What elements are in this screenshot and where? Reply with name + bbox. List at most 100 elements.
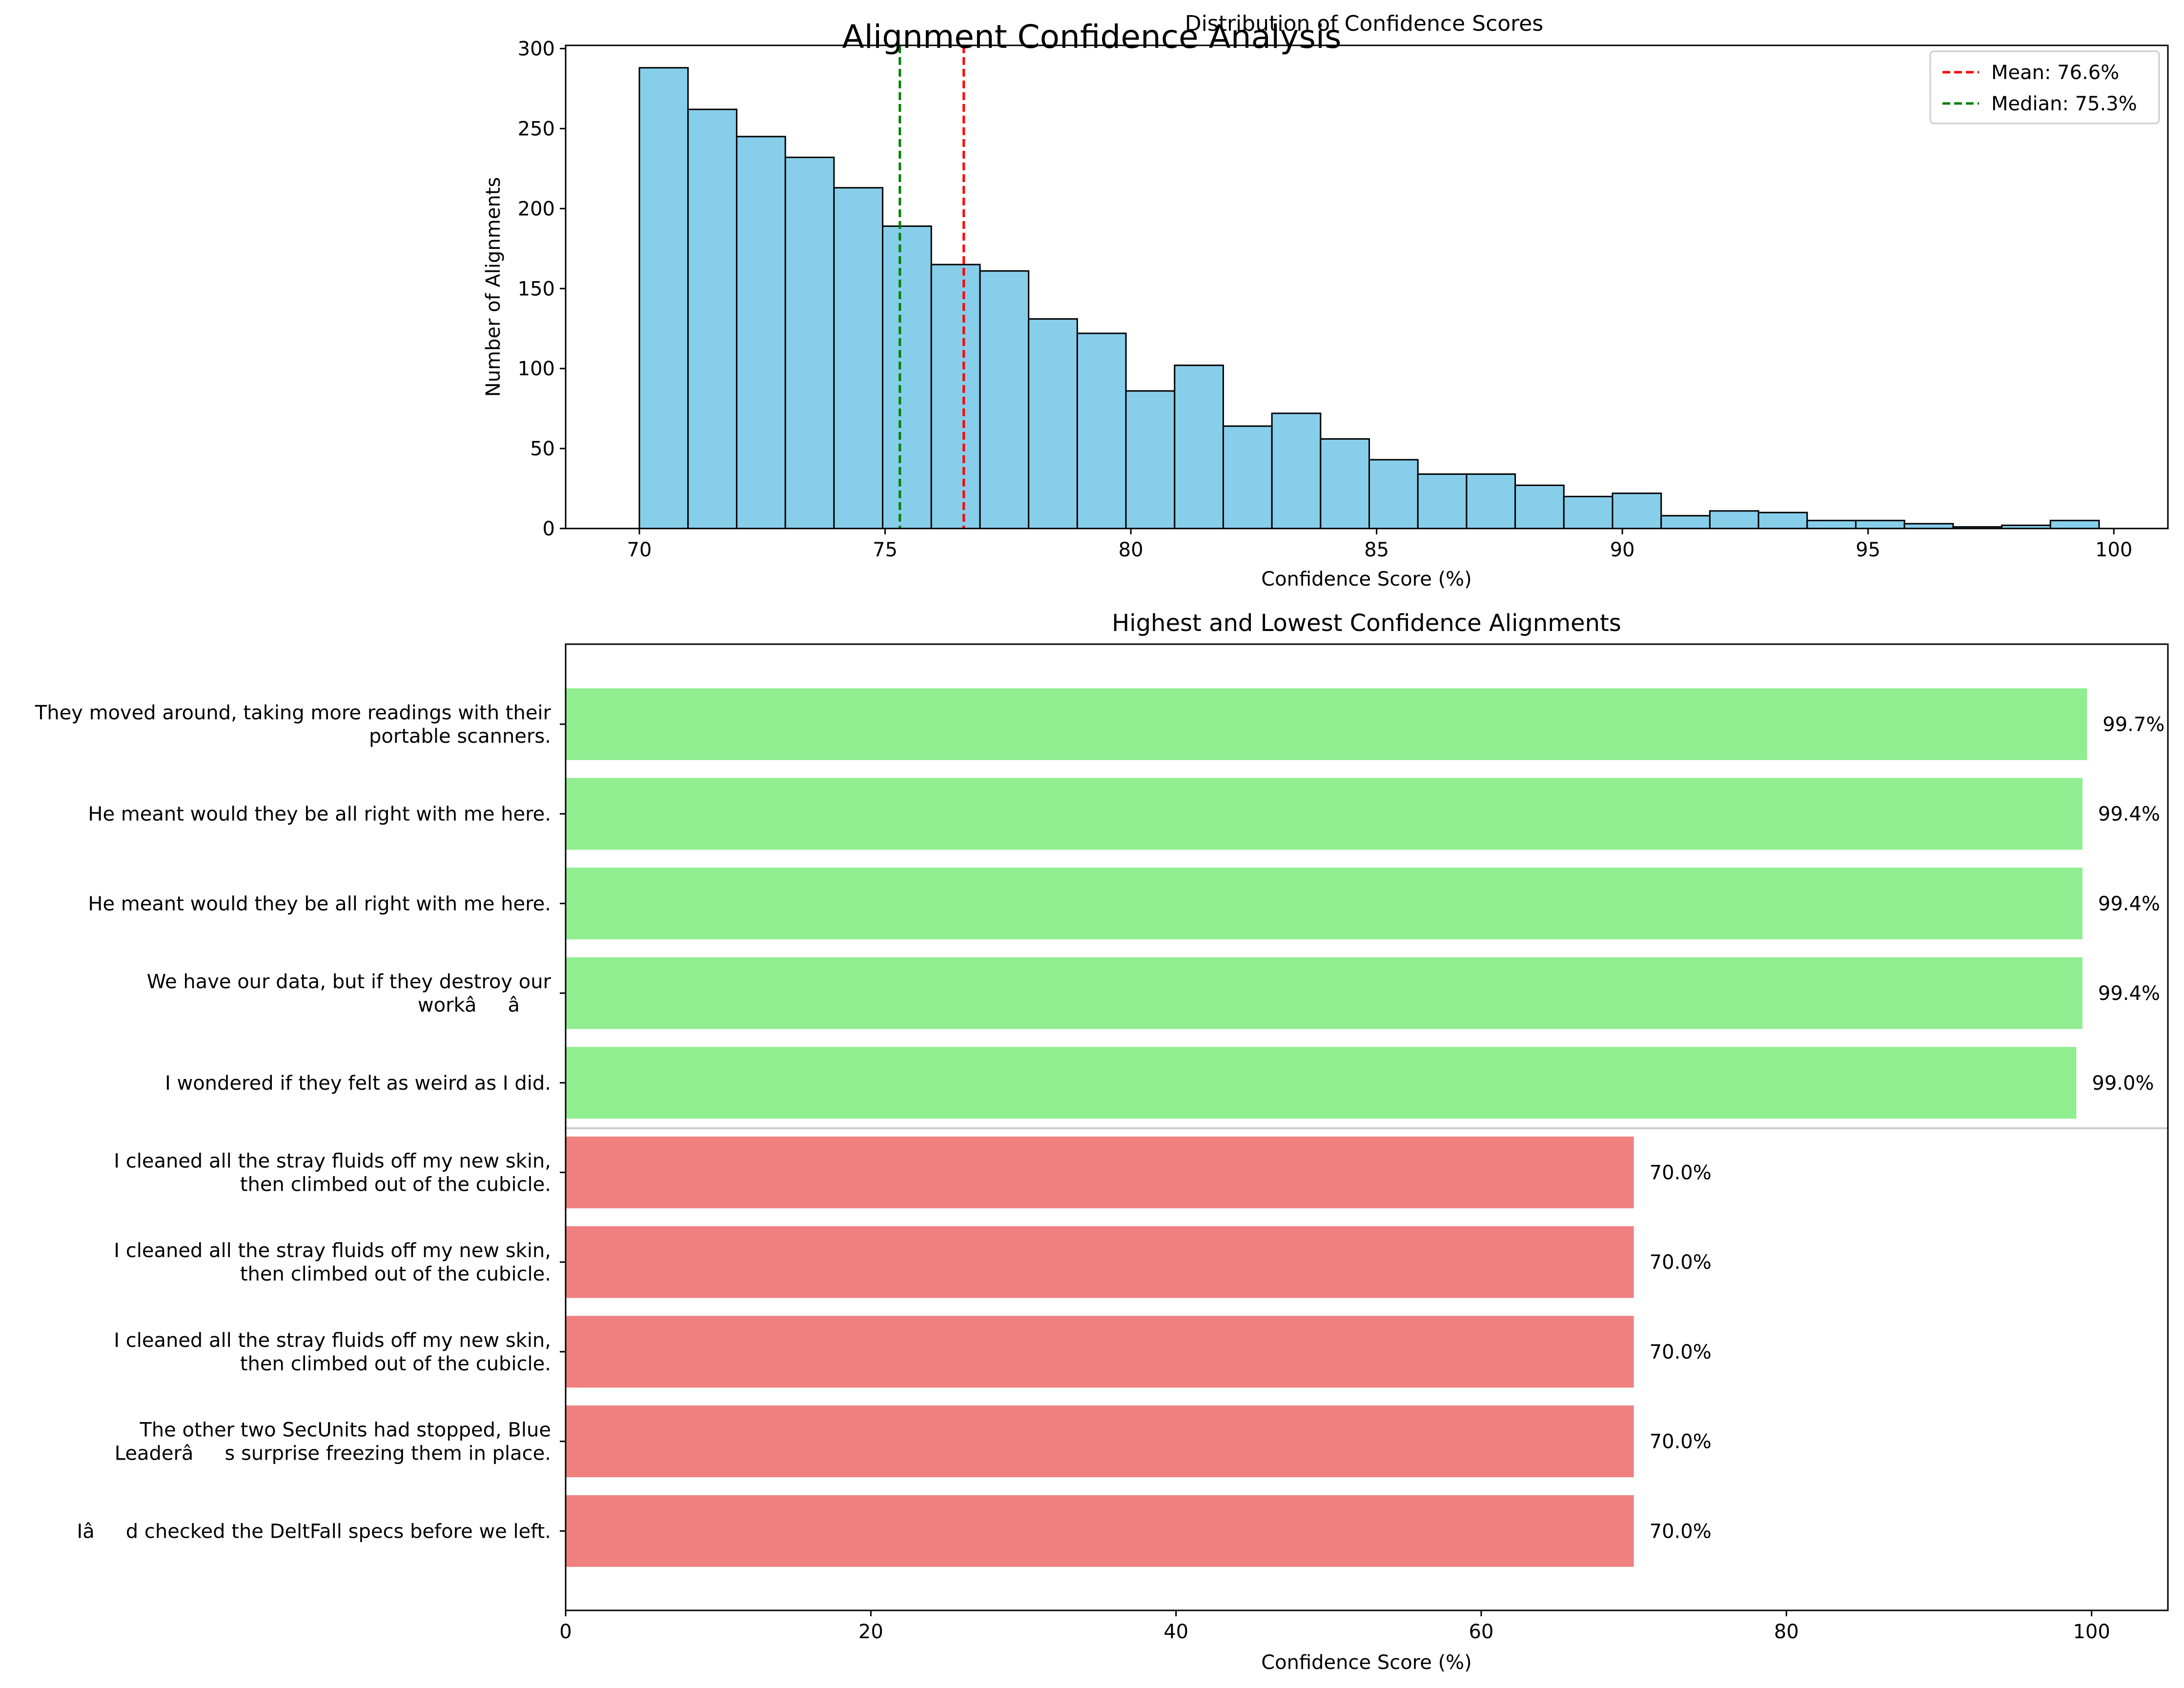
sentence-label-line: I cleaned all the stray fluids off my ne…: [114, 1150, 551, 1173]
histogram-title: Distribution of Confidence Scores: [1185, 11, 1544, 36]
histogram-bar: [1028, 318, 1078, 529]
bar-value-label: 99.4%: [2098, 893, 2160, 915]
sentence-label-line: Leaderâs surprise freezing them in pla…: [115, 1443, 551, 1465]
sentence-label: I cleaned all the stray fluids off my ne…: [114, 1150, 551, 1196]
sentence-label-line: portable scanners.: [369, 725, 551, 748]
sentence-label-line: Iâd checked the DeltFall specs before …: [77, 1520, 551, 1543]
sentence-label-line: We have our data, but if they destroy ou…: [147, 971, 551, 993]
sentence-label-line: The other two SecUnits had stopped, Blue: [139, 1419, 551, 1442]
histogram-bar: [1563, 495, 1613, 529]
extremes-x-ticks: 0 20 40 60 80 100: [559, 1610, 2110, 1643]
bar-value-label: 70.0%: [1650, 1520, 1712, 1543]
sentence-label: I cleaned all the stray fluids off my ne…: [114, 1329, 551, 1375]
y-tick-label: 0: [543, 518, 555, 540]
bar-value-label: 99.4%: [2098, 982, 2160, 1005]
bar-value-label: 99.4%: [2098, 803, 2160, 826]
histogram-legend: Mean: 76.6% Median: 75.3%: [1929, 50, 2160, 124]
histogram-bar: [882, 225, 932, 529]
y-tick-label: 150: [518, 278, 555, 300]
x-tick-label: 100: [2073, 1621, 2110, 1643]
bar-value-label: 70.0%: [1650, 1251, 1712, 1274]
histogram-x-axis-label: Confidence Score (%): [1261, 568, 1472, 590]
sentence-label-line: then climbed out of the cubicle.: [240, 1353, 551, 1375]
legend-box: [1929, 50, 2160, 124]
sentence-label-line: He meant would they be all right with me…: [88, 893, 551, 915]
histogram-bar: [1368, 459, 1419, 529]
sentence-label: I cleaned all the stray fluids off my ne…: [114, 1240, 551, 1285]
sentence-label-line: I cleaned all the stray fluids off my ne…: [114, 1240, 551, 1262]
extremes-sentence-labels: They moved around, taking more readings …: [35, 702, 566, 1543]
histogram-y-axis-label: Number of Alignments: [482, 177, 505, 397]
x-tick-label: 80: [1774, 1621, 1799, 1643]
x-tick-label: 95: [1856, 539, 1880, 561]
x-tick-label: 20: [858, 1621, 883, 1643]
histogram-bar: [1709, 510, 1759, 529]
y-tick-label: 50: [530, 438, 555, 460]
sentence-label: He meant would they be all right with me…: [88, 893, 551, 915]
sentence-label: The other two SecUnits had stopped, Blue…: [115, 1419, 551, 1465]
extremes-bars: [566, 688, 2087, 1567]
histogram-bar: [1174, 365, 1224, 529]
histogram-bar: [1806, 520, 1857, 529]
sentence-label-line: then climbed out of the cubicle.: [240, 1263, 551, 1285]
sentence-label: They moved around, taking more readings …: [35, 702, 551, 748]
x-tick-label: 40: [1163, 1621, 1188, 1643]
histogram-bar: [930, 264, 981, 529]
high-confidence-bar: [566, 867, 2082, 939]
low-confidence-bar: [566, 1405, 1634, 1478]
histogram-bar: [1320, 438, 1370, 529]
high-confidence-bar: [566, 957, 2082, 1029]
histogram-bar: [1417, 473, 1468, 529]
x-tick-label: 80: [1119, 539, 1143, 561]
bar-value-label: 70.0%: [1650, 1341, 1712, 1363]
histogram-bar: [833, 187, 884, 529]
sentence-label-line: They moved around, taking more readings …: [35, 702, 551, 724]
histogram-panel: Distribution of Confidence Scores 70 75 80…: [482, 11, 2169, 590]
bar-value-label: 99.7%: [2102, 713, 2164, 736]
figure-suptitle: Alignment Confidence Analysis: [842, 18, 1341, 56]
histogram-axes-frame: [565, 44, 2169, 529]
legend-median-label: Median: 75.3%: [1991, 93, 2137, 115]
bar-value-label: 70.0%: [1650, 1431, 1712, 1453]
sentence-label: We have our data, but if they destroy ou…: [147, 971, 551, 1017]
histogram-reference-lines: [898, 45, 965, 529]
y-tick-label: 200: [518, 198, 555, 220]
histogram-bar: [1125, 390, 1176, 529]
sentence-label: Iâd checked the DeltFall specs before …: [77, 1520, 551, 1543]
histogram-bar: [2049, 520, 2100, 529]
histogram-bar: [1514, 484, 1565, 529]
sentence-label: He meant would they be all right with me…: [88, 803, 551, 826]
sentence-label-line: I cleaned all the stray fluids off my ne…: [114, 1329, 551, 1352]
histogram-bar: [1855, 520, 1905, 529]
high-confidence-bar: [566, 778, 2082, 850]
low-confidence-bar: [566, 1137, 1634, 1208]
histogram-bar: [1757, 511, 1808, 529]
extremes-chart-title: Highest and Lowest Confidence Alignments: [1112, 610, 1621, 637]
x-tick-label: 60: [1469, 1621, 1494, 1643]
histogram-bars: [638, 67, 2100, 529]
x-tick-label: 70: [627, 539, 652, 561]
histogram-bar: [687, 108, 737, 529]
x-tick-label: 75: [873, 539, 898, 561]
extremes-bar-panel: Highest and Lowest Confidence Alignments…: [35, 610, 2169, 1674]
histogram-bar: [1660, 515, 1711, 529]
x-tick-label: 100: [2095, 539, 2132, 561]
high-confidence-bar: [566, 1047, 2077, 1119]
histogram-bar: [1612, 492, 1662, 529]
sentence-label-line: then climbed out of the cubicle.: [240, 1174, 551, 1196]
x-tick-label: 90: [1610, 539, 1635, 561]
y-tick-label: 300: [518, 38, 555, 61]
low-confidence-bar: [566, 1495, 1634, 1567]
histogram-y-ticks: 0 50 100 150 200 250 300: [518, 38, 566, 540]
histogram-bar: [1076, 332, 1127, 529]
extremes-value-labels: 99.7% 99.4% 99.4% 99.4% 99.0% 70.0% 70.0% 70.0%…: [1650, 713, 2165, 1543]
sentence-label-line: I wondered if they felt as weird as I di…: [165, 1072, 551, 1095]
x-tick-label: 0: [559, 1621, 572, 1643]
histogram-bar: [638, 67, 689, 529]
low-confidence-bar: [566, 1316, 1634, 1388]
high-confidence-bar: [566, 688, 2087, 760]
low-confidence-bar: [566, 1226, 1634, 1298]
histogram-bar: [979, 270, 1030, 529]
legend-mean-label: Mean: 76.6%: [1991, 61, 2119, 84]
